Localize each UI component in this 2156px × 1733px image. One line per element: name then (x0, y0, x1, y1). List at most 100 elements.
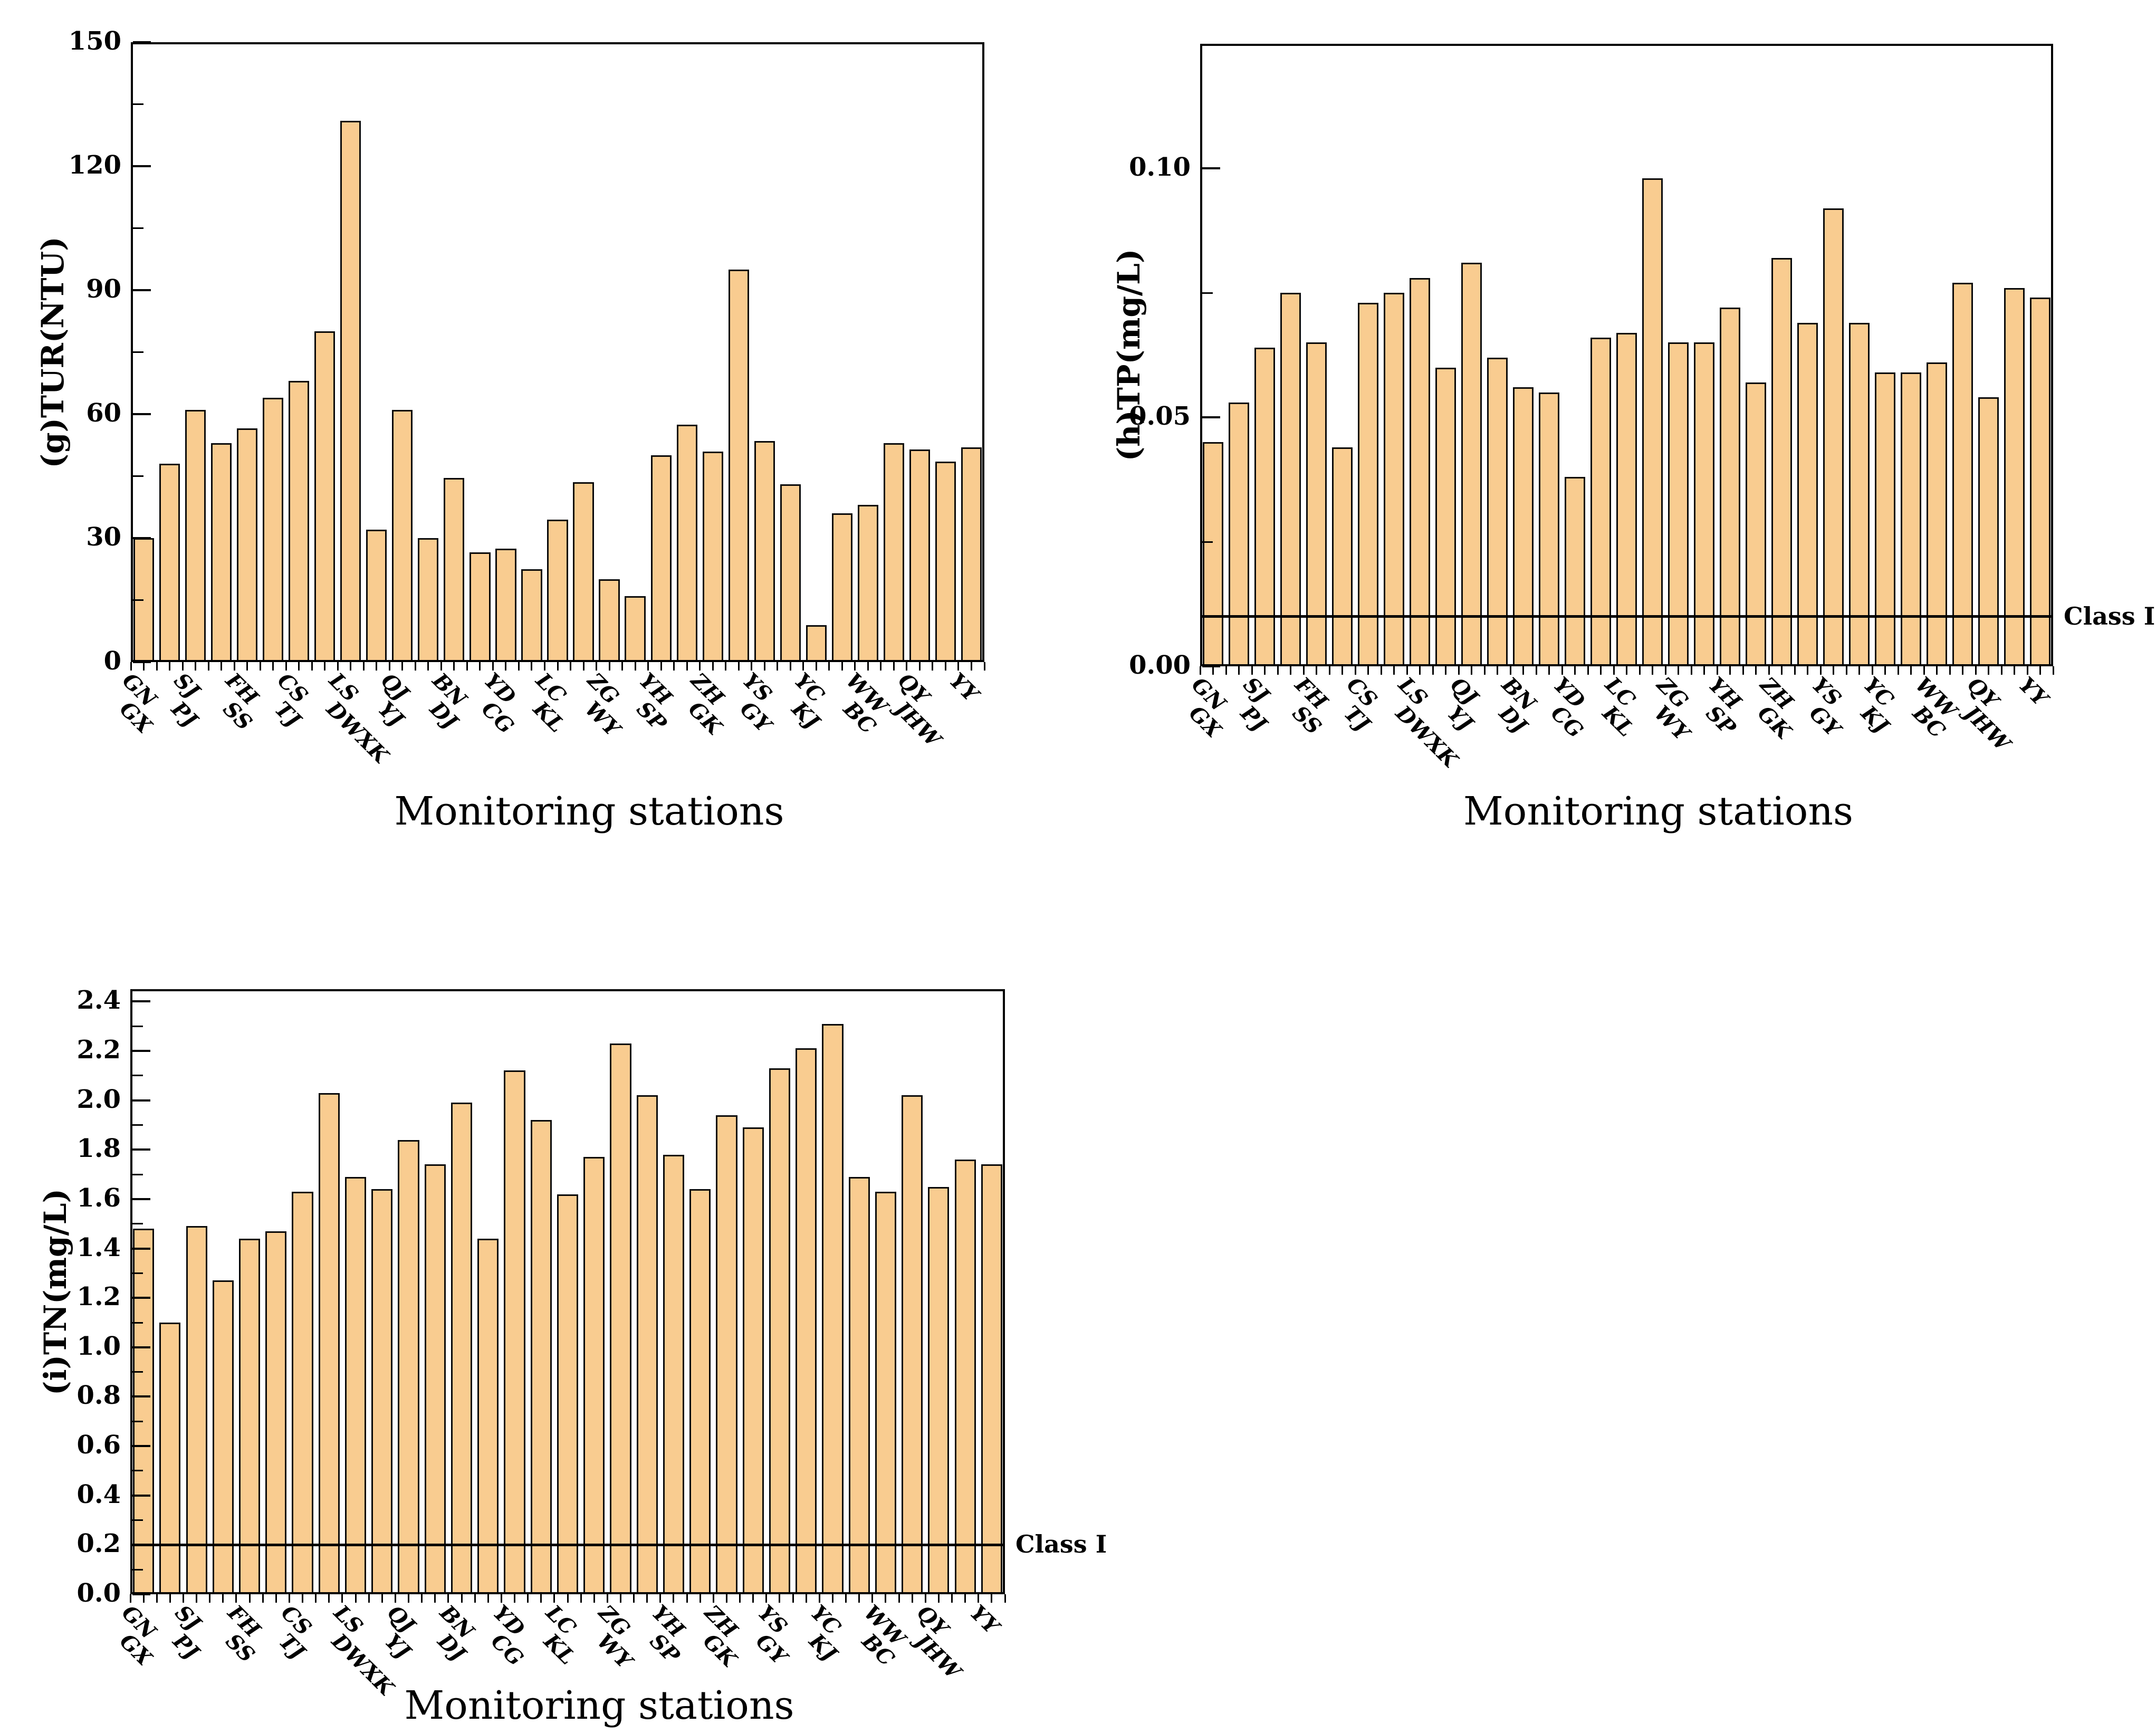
y-axis-major-tick (133, 661, 151, 663)
x-axis-tick (951, 1594, 953, 1603)
y-axis-minor-tick (1202, 292, 1213, 294)
bar (1823, 208, 1844, 666)
x-axis-tick (867, 662, 869, 671)
class-threshold-label: Class I (1015, 1530, 1107, 1559)
y-axis-minor-tick (132, 1075, 143, 1077)
y-axis-minor-tick (1202, 541, 1213, 543)
x-axis-tick (142, 1594, 145, 1603)
x-axis-tick (381, 1594, 383, 1603)
x-axis-tick (1264, 666, 1266, 675)
x-axis-tick (1483, 666, 1486, 675)
bar (1357, 302, 1379, 666)
x-axis-tick (479, 662, 481, 671)
x-axis-tick (751, 662, 753, 671)
x-axis-title: Monitoring stations (1463, 789, 1853, 834)
x-axis-tick (802, 662, 804, 671)
x-axis-tick (130, 662, 132, 671)
x-axis-tick (285, 662, 287, 671)
x-axis-tick (2026, 666, 2028, 675)
x-axis-tick (752, 1594, 754, 1603)
bar (557, 1194, 579, 1594)
bar (1254, 347, 1276, 666)
x-axis-tick (514, 1594, 515, 1603)
y-axis-major-tick (133, 165, 151, 167)
x-axis-tick (1535, 666, 1537, 675)
y-axis-tick-label: 120 (68, 150, 121, 180)
y-axis-major-tick (1202, 665, 1220, 667)
x-axis-tick (673, 1594, 675, 1603)
x-axis-tick (182, 1594, 184, 1603)
x-axis-tick (1716, 666, 1718, 675)
x-axis-tick (911, 1594, 913, 1603)
x-axis-tick (1794, 666, 1796, 675)
y-axis-major-tick (133, 41, 151, 43)
x-axis-tick (815, 662, 817, 671)
bar (1409, 277, 1431, 666)
x-axis-tick (1936, 666, 1938, 675)
y-axis-minor-tick (132, 1272, 143, 1274)
x-axis-tick (2039, 666, 2041, 675)
x-axis-tick (1251, 666, 1253, 675)
y-axis-major-tick (132, 1099, 150, 1102)
x-axis-tick (712, 662, 714, 671)
y-axis-tick-label: 1.6 (76, 1183, 121, 1213)
y-axis-tick-label: 0.4 (76, 1479, 121, 1509)
x-axis-tick (792, 1594, 794, 1603)
x-axis-tick (858, 1594, 860, 1603)
x-axis-tick (1678, 666, 1679, 675)
bar (1719, 308, 1741, 666)
y-axis-title: (i)TN(mg/L) (37, 1188, 73, 1395)
y-axis-minor-tick (132, 1124, 143, 1126)
x-axis-tick (143, 662, 145, 671)
x-axis-tick (156, 1594, 158, 1603)
x-axis-tick (777, 662, 779, 671)
x-axis-tick (699, 662, 701, 671)
class-threshold-label: Class I (2064, 601, 2155, 630)
bar (1590, 337, 1612, 666)
x-axis-tick (169, 1594, 171, 1603)
y-axis-major-tick (132, 1050, 150, 1052)
bar (702, 451, 723, 662)
y-axis-tick-label: 0.10 (1129, 152, 1191, 182)
x-axis-tick (440, 662, 442, 671)
x-axis-tick (1587, 666, 1589, 675)
x-axis-tick (527, 1594, 529, 1603)
x-axis-tick (1316, 666, 1317, 675)
x-axis-tick (1819, 666, 1822, 675)
x-axis-tick (129, 1594, 131, 1603)
y-axis-minor-tick (132, 1223, 143, 1225)
y-axis-minor-tick (132, 1420, 143, 1422)
bar (371, 1189, 393, 1594)
plot-frame (130, 989, 1005, 1594)
x-category-label: PJ (168, 1629, 204, 1665)
x-axis-tick (156, 662, 158, 671)
x-category-label: YJ (380, 1629, 416, 1664)
y-axis-major-tick (132, 1494, 150, 1497)
bar (547, 519, 568, 662)
bar (1538, 392, 1560, 666)
x-axis-tick (553, 1594, 555, 1603)
x-axis-tick (288, 1594, 290, 1603)
bar (831, 513, 852, 662)
x-axis-tick (350, 662, 352, 671)
x-axis-tick (272, 662, 274, 671)
bar (289, 381, 310, 662)
bar (806, 625, 827, 662)
x-axis-tick (421, 1594, 423, 1603)
x-axis-tick (739, 1594, 741, 1603)
class-threshold-line (130, 1543, 1005, 1546)
x-axis-tick (543, 662, 545, 671)
x-axis-tick (1664, 666, 1666, 675)
x-axis-tick (932, 662, 934, 671)
bar (981, 1164, 1002, 1594)
x-axis-tick (298, 662, 300, 671)
x-axis-tick (582, 662, 584, 671)
class-threshold-line (1200, 615, 2053, 618)
x-axis-tick (1755, 666, 1757, 675)
x-axis-tick (324, 662, 326, 671)
bar (1280, 293, 1301, 666)
bar (650, 455, 672, 662)
x-axis-tick (2000, 666, 2002, 675)
bar (1797, 322, 1818, 666)
